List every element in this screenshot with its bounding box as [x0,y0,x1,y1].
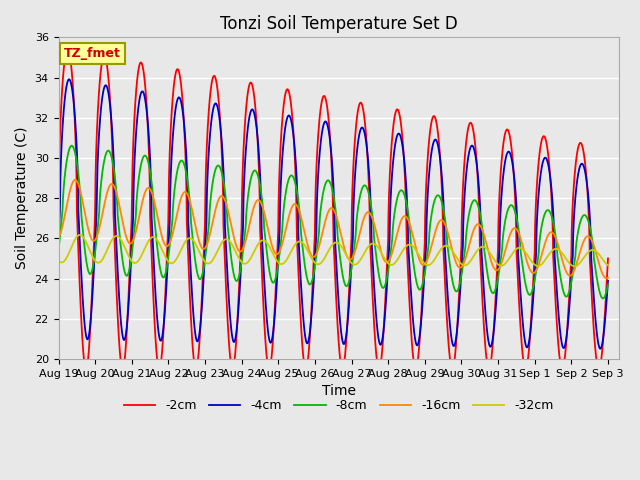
-2cm [118,362,125,368]
-32cm [150,234,158,240]
-4cm [266,337,273,343]
-32cm [604,263,612,268]
Line: -32cm: -32cm [58,235,608,266]
Line: -16cm: -16cm [58,180,608,278]
X-axis label: Time: Time [322,384,356,398]
-16cm [72,177,79,183]
-4cm [118,324,125,329]
-8cm [118,249,125,254]
-2cm [54,205,62,211]
-16cm [603,276,611,281]
-16cm [266,233,273,239]
-32cm [571,264,579,269]
Line: -2cm: -2cm [58,49,608,369]
-32cm [289,245,297,251]
-32cm [118,238,125,243]
Y-axis label: Soil Temperature (C): Soil Temperature (C) [15,127,29,269]
Title: Tonzi Soil Temperature Set D: Tonzi Soil Temperature Set D [220,15,458,33]
-4cm [289,131,297,136]
-2cm [595,366,603,372]
-16cm [54,234,62,240]
-2cm [266,366,273,372]
-4cm [596,346,604,352]
-16cm [604,275,612,281]
-4cm [534,197,542,203]
-2cm [64,46,72,52]
-2cm [534,164,542,170]
-4cm [150,264,158,270]
-8cm [150,207,158,213]
-8cm [599,296,607,301]
Line: -8cm: -8cm [58,145,608,299]
-32cm [76,232,84,238]
-16cm [534,263,542,269]
-8cm [54,247,62,252]
-8cm [68,143,76,148]
-4cm [65,76,73,82]
-8cm [289,174,297,180]
-32cm [266,244,273,250]
-16cm [118,213,125,218]
Line: -4cm: -4cm [58,79,608,349]
-8cm [593,278,601,284]
-2cm [593,362,601,368]
-4cm [604,278,612,284]
-16cm [593,255,601,261]
-8cm [604,281,612,287]
-2cm [150,308,158,313]
-32cm [594,250,602,255]
-8cm [534,254,542,260]
-4cm [54,238,62,243]
-16cm [150,197,158,203]
-4cm [593,335,601,340]
-8cm [266,268,273,274]
-32cm [534,263,542,269]
-2cm [604,255,612,261]
Text: TZ_fmet: TZ_fmet [64,47,121,60]
-32cm [54,258,62,264]
-2cm [289,126,297,132]
-16cm [289,202,297,208]
Legend: -2cm, -4cm, -8cm, -16cm, -32cm: -2cm, -4cm, -8cm, -16cm, -32cm [119,394,559,417]
